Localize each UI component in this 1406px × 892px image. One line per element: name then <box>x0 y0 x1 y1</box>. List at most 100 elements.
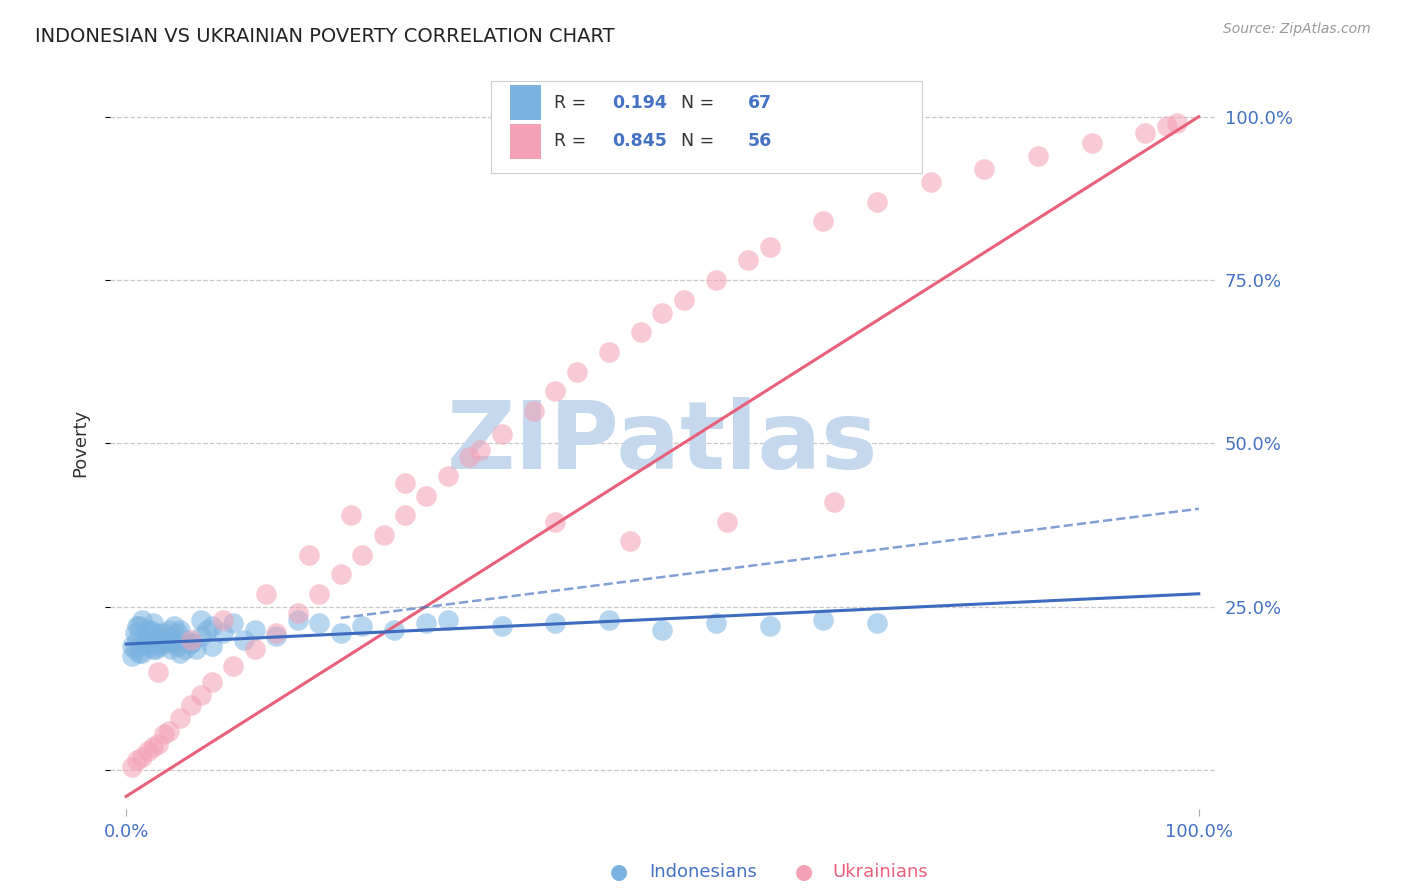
Point <box>142 642 165 657</box>
Point <box>136 623 159 637</box>
Text: N =: N = <box>671 132 720 150</box>
Point <box>190 688 212 702</box>
Point <box>866 194 889 209</box>
Point <box>1166 116 1188 130</box>
Text: 56: 56 <box>748 132 772 150</box>
Point <box>124 642 146 657</box>
Point <box>758 619 780 633</box>
Point <box>160 642 183 657</box>
Point <box>152 727 174 741</box>
Point <box>737 253 759 268</box>
Point <box>149 639 172 653</box>
Text: Source: ZipAtlas.com: Source: ZipAtlas.com <box>1223 22 1371 37</box>
Point <box>125 632 148 647</box>
Point <box>352 619 374 633</box>
Point <box>169 623 191 637</box>
Point <box>233 632 256 647</box>
Point <box>145 632 167 647</box>
Y-axis label: Poverty: Poverty <box>72 409 89 477</box>
Point <box>148 737 170 751</box>
Point <box>136 743 159 757</box>
Point <box>1156 120 1178 134</box>
Point <box>1133 126 1156 140</box>
Point <box>415 489 437 503</box>
Point <box>142 616 165 631</box>
Point <box>437 613 460 627</box>
Point <box>131 750 153 764</box>
Point <box>544 384 567 399</box>
Point <box>131 613 153 627</box>
Point <box>169 711 191 725</box>
Point <box>211 626 233 640</box>
Point <box>211 613 233 627</box>
Text: 0.845: 0.845 <box>612 132 666 150</box>
FancyBboxPatch shape <box>491 81 922 172</box>
Point <box>287 607 309 621</box>
Point <box>125 753 148 767</box>
Point <box>287 613 309 627</box>
Point <box>184 642 207 657</box>
Text: ZIPatlas: ZIPatlas <box>447 398 879 490</box>
Point <box>598 613 620 627</box>
Point <box>266 626 288 640</box>
Text: 0.194: 0.194 <box>612 94 666 112</box>
Point <box>394 475 416 490</box>
Point <box>139 639 162 653</box>
Point <box>166 626 188 640</box>
Point <box>544 616 567 631</box>
Point <box>201 675 224 690</box>
Point <box>142 740 165 755</box>
Point <box>131 646 153 660</box>
Point <box>180 636 202 650</box>
Point <box>157 623 180 637</box>
Point <box>308 587 330 601</box>
Point <box>920 175 942 189</box>
Point <box>340 508 363 523</box>
Point <box>148 626 170 640</box>
Point <box>716 515 738 529</box>
Point <box>190 629 212 643</box>
Point <box>160 636 183 650</box>
Point <box>352 548 374 562</box>
Point <box>704 616 727 631</box>
Point <box>125 619 148 633</box>
Point <box>308 616 330 631</box>
Text: INDONESIAN VS UKRAINIAN POVERTY CORRELATION CHART: INDONESIAN VS UKRAINIAN POVERTY CORRELAT… <box>35 27 614 45</box>
Point <box>565 365 588 379</box>
Point <box>180 698 202 712</box>
Point <box>243 642 266 657</box>
Point <box>973 161 995 176</box>
Point <box>222 616 245 631</box>
Point <box>329 567 352 582</box>
Text: ●: ● <box>796 863 813 882</box>
Point <box>651 623 673 637</box>
Point <box>866 616 889 631</box>
Point <box>619 534 641 549</box>
Point <box>121 639 143 653</box>
Text: R =: R = <box>554 132 592 150</box>
Text: ●: ● <box>610 863 627 882</box>
Point <box>163 632 186 647</box>
Point <box>651 306 673 320</box>
Point <box>145 642 167 657</box>
Text: 67: 67 <box>748 94 772 112</box>
Point <box>156 629 179 643</box>
Point <box>254 587 277 601</box>
Text: N =: N = <box>671 94 720 112</box>
Point <box>152 626 174 640</box>
Point <box>243 623 266 637</box>
Point <box>190 613 212 627</box>
Point <box>458 450 481 464</box>
Point <box>813 214 835 228</box>
Point <box>823 495 845 509</box>
Point <box>598 345 620 359</box>
Text: R =: R = <box>554 94 592 112</box>
Point <box>437 469 460 483</box>
Point <box>180 636 202 650</box>
Point <box>121 760 143 774</box>
Point <box>134 636 156 650</box>
Point <box>148 636 170 650</box>
Point <box>195 623 218 637</box>
Point <box>630 326 652 340</box>
Point <box>128 646 150 660</box>
